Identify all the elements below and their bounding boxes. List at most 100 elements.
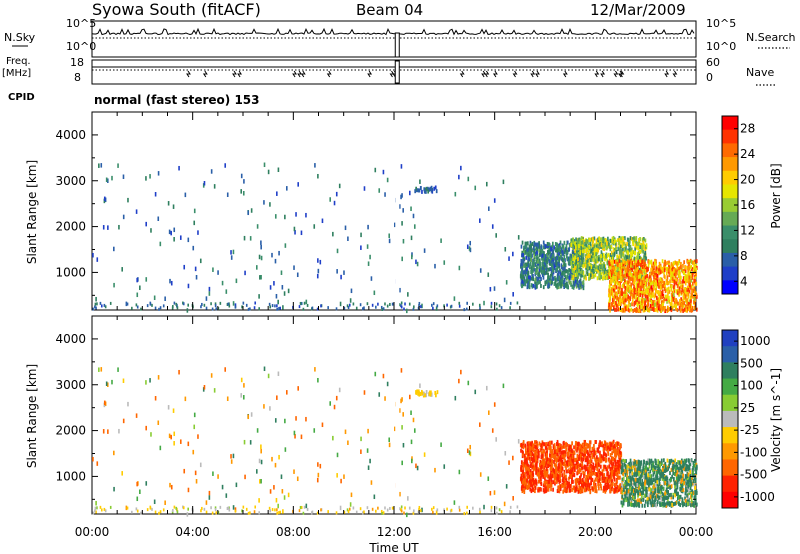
echo-cell: [588, 467, 590, 472]
echo-cell: [453, 296, 456, 301]
date-title: 12/Mar/2009: [590, 1, 686, 19]
echo-cell: [593, 249, 596, 254]
echo-cell: [641, 284, 643, 289]
echo-cell: [615, 247, 617, 252]
echo-cell: [584, 458, 587, 463]
echo-cell: [635, 297, 637, 302]
echo-cell: [384, 302, 386, 306]
echo-cell: [336, 248, 339, 254]
echo-cell: [352, 302, 355, 306]
echo-cell: [598, 442, 601, 447]
echo-cell: [556, 277, 558, 282]
echo-cell: [607, 239, 609, 244]
echo-cell: [127, 197, 129, 203]
echo-cell: [687, 271, 689, 276]
echo-cell: [541, 253, 544, 258]
echo-cell: [618, 237, 621, 242]
echo-cell: [595, 485, 597, 490]
echo-cell: [343, 306, 346, 310]
echo-cell: [680, 261, 682, 266]
echo-cell: [121, 267, 123, 272]
echo-cell: [526, 262, 528, 267]
power-plot-frame: [91, 111, 697, 311]
echo-cell: [520, 448, 522, 453]
echo-cell: [638, 241, 641, 246]
echo-cell: [695, 259, 698, 264]
echo-cell: [283, 495, 286, 500]
echo-cell: [681, 284, 684, 289]
echo-cell: [602, 443, 605, 448]
echo-cell: [525, 485, 528, 490]
echo-cell: [571, 476, 573, 481]
echo-cell: [627, 283, 630, 288]
echo-cell: [667, 286, 670, 291]
echo-cell: [651, 265, 654, 270]
echo-cell: [594, 263, 597, 268]
echo-cell: [636, 287, 639, 292]
echo-cell: [178, 369, 180, 375]
echo-cell: [639, 305, 641, 310]
echo-cell: [578, 467, 580, 472]
echo-cell: [536, 242, 539, 247]
echo-cell: [553, 459, 555, 464]
echo-cell: [336, 473, 338, 478]
echo-cell: [581, 281, 584, 286]
echo-cell: [94, 305, 96, 309]
echo-cell: [683, 287, 686, 292]
echo-cell: [587, 487, 590, 492]
echo-cell: [240, 377, 243, 383]
echo-cell: [612, 269, 614, 274]
echo-cell: [566, 461, 568, 466]
echo-cell: [688, 275, 691, 280]
echo-cell: [687, 301, 690, 306]
echo-cell: [607, 244, 610, 249]
echo-cell: [688, 289, 691, 294]
echo-cell: [653, 282, 656, 287]
echo-cell: [293, 469, 295, 474]
echo-cell: [618, 268, 621, 273]
echo-cell: [539, 250, 542, 255]
echo-cell: [575, 481, 578, 486]
echo-cell: [217, 307, 220, 311]
echo-cell: [580, 256, 582, 261]
echo-cell: [629, 244, 632, 249]
echo-cell: [545, 472, 547, 477]
echo-cell: [428, 187, 431, 192]
echo-cell: [620, 268, 623, 273]
echo-cell: [574, 258, 576, 263]
echo-cell: [522, 470, 524, 475]
echo-cell: [117, 367, 119, 372]
echo-cell: [509, 306, 511, 310]
freq-glitch: [292, 70, 298, 78]
echo-cell: [693, 305, 696, 310]
echo-cell: [604, 271, 607, 276]
echo-cell: [572, 274, 575, 279]
echo-cell: [559, 486, 562, 491]
echo-cell: [92, 511, 94, 515]
echo-cell: [366, 302, 369, 306]
echo-cell: [644, 275, 647, 280]
echo-cell: [581, 447, 584, 452]
echo-cell: [577, 456, 579, 461]
echo-cell: [557, 243, 560, 248]
echo-cell: [610, 244, 613, 249]
echo-cell: [271, 508, 274, 512]
echo-cell: [547, 441, 550, 446]
echo-cell: [563, 277, 566, 282]
echo-cell: [458, 265, 461, 271]
echo-cell: [566, 281, 568, 286]
echo-cell: [562, 279, 565, 284]
echo-cell: [197, 434, 199, 439]
echo-cell: [550, 263, 553, 268]
echo-cell: [669, 270, 672, 275]
echo-cell: [449, 305, 452, 309]
echo-cell: [580, 236, 583, 241]
echo-cell: [241, 509, 243, 513]
echo-cell: [559, 469, 562, 474]
echo-cell: [483, 504, 485, 510]
echo-cell: [601, 469, 604, 474]
echo-cell: [624, 298, 627, 303]
echo-cell: [577, 274, 580, 279]
echo-cell: [604, 456, 606, 461]
echo-cell: [520, 258, 523, 263]
